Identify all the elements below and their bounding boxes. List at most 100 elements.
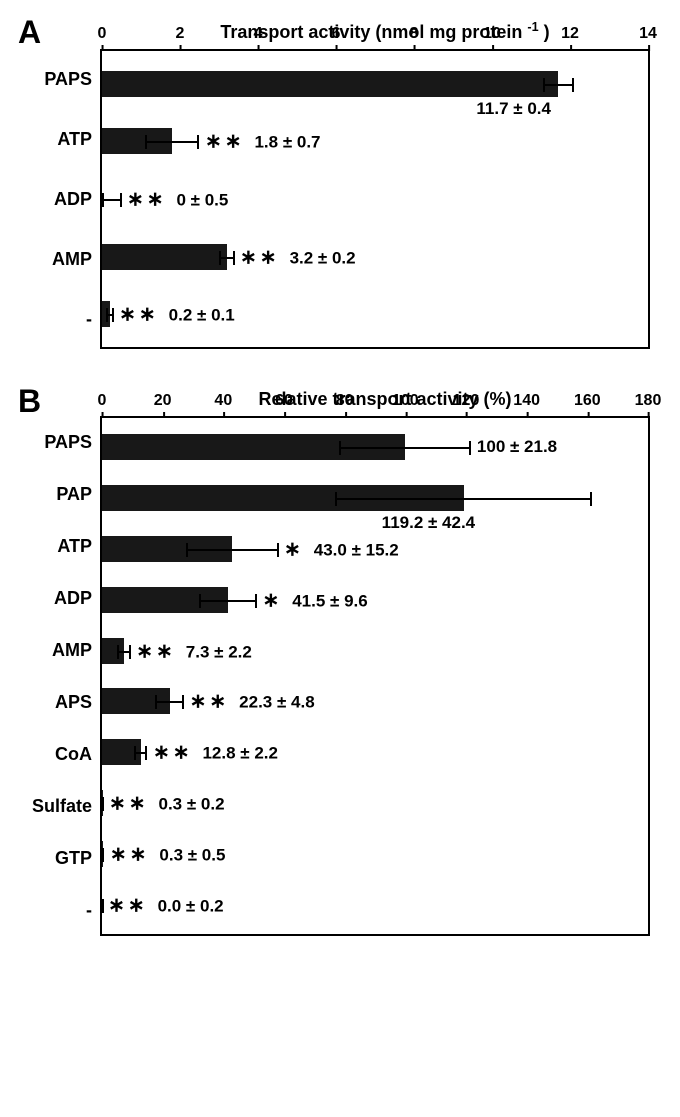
significance-marker: ∗∗ <box>108 892 148 917</box>
value-text: 41.5 ± 9.6 <box>292 591 368 611</box>
value-annotation: ∗ 41.5 ± 9.6 <box>262 587 367 612</box>
bar-row: ∗∗ 0.0 ± 0.2 <box>102 890 648 920</box>
category-label: APS <box>55 693 92 711</box>
bar-row: ∗∗ 3.2 ± 0.2 <box>102 242 648 272</box>
value-text: 0.3 ± 0.2 <box>158 794 224 814</box>
xtick: 0 <box>98 25 107 43</box>
bar-row: 11.7 ± 0.4 <box>102 69 648 99</box>
xtick: 60 <box>275 392 293 410</box>
value-text: 1.8 ± 0.7 <box>254 133 320 153</box>
significance-marker: ∗∗ <box>109 790 149 815</box>
category-label: PAPS <box>44 433 92 451</box>
xtick: 40 <box>214 392 232 410</box>
category-label: ATP <box>57 130 92 148</box>
category-label: ADP <box>54 190 92 208</box>
value-annotation: 100 ± 21.8 <box>477 437 557 457</box>
panel-b-xticks: 020406080100120140160180 <box>102 392 648 418</box>
significance-marker: ∗∗ <box>136 638 176 663</box>
value-annotation: ∗∗0 ± 0.5 <box>127 186 228 211</box>
value-annotation: ∗∗ 12.8 ± 2.2 <box>153 740 278 765</box>
xtick: 12 <box>561 25 579 43</box>
xtick: 20 <box>154 392 172 410</box>
bar <box>102 71 558 97</box>
value-text: 0.0 ± 0.2 <box>158 896 224 916</box>
value-text: 100 ± 21.8 <box>477 437 557 457</box>
error-bar <box>339 447 471 449</box>
category-label: - <box>86 901 92 919</box>
xtick: 8 <box>410 25 419 43</box>
value-text: 43.0 ± 15.2 <box>314 540 399 560</box>
significance-marker: ∗∗ <box>190 689 230 714</box>
xtick: 180 <box>635 392 662 410</box>
category-label: CoA <box>55 745 92 763</box>
value-text: 7.3 ± 2.2 <box>186 642 252 662</box>
xtick: 0 <box>98 392 107 410</box>
error-bar <box>155 701 184 703</box>
panel-a: A Transport activity (nmol mg protein -1… <box>10 20 670 349</box>
panel-b: B Relative transport activity (%) PAPSPA… <box>10 389 670 936</box>
value-text: 12.8 ± 2.2 <box>202 744 278 764</box>
bar-row: ∗∗ 1.8 ± 0.7 <box>102 126 648 156</box>
panel-a-bars: 11.7 ± 0.4 ∗∗ 1.8 ± 0.7 ∗∗0 ± 0.5 ∗∗ 3.2 ± 0.… <box>102 51 648 347</box>
bar-row: ∗∗ 22.3 ± 4.8 <box>102 686 648 716</box>
bar <box>102 244 227 270</box>
value-annotation: 11.7 ± 0.4 <box>476 99 551 119</box>
bar-row: ∗∗ 12.8 ± 2.2 <box>102 737 648 767</box>
panel-a-plot: 02468101214 11.7 ± 0.4∗∗1.8 ± 0.7∗∗0 ± 0… <box>100 49 650 349</box>
xtick: 80 <box>336 392 354 410</box>
panel-b-plotwrap: PAPSPAPATPADPAMPAPSCoASulfateGTP- 020406… <box>10 416 670 936</box>
value-annotation: 119.2 ± 42.4 <box>382 513 475 533</box>
panel-a-letter: A <box>18 14 41 51</box>
category-label: PAP <box>56 485 92 503</box>
panel-a-plotwrap: PAPSATPADPAMP- 02468101214 11.7 ± 0.4∗∗1… <box>10 49 670 349</box>
bar-row: ∗∗ 7.3 ± 2.2 <box>102 636 648 666</box>
bar-row: 119.2 ± 42.4 <box>102 483 648 513</box>
panel-a-ylabels: PAPSATPADPAMP- <box>10 49 100 349</box>
value-annotation: ∗∗ 3.2 ± 0.2 <box>240 244 356 269</box>
bar-row: ∗∗0 ± 0.5 <box>102 184 648 214</box>
bar-row: 100 ± 21.8 <box>102 432 648 462</box>
error-bar <box>102 199 122 201</box>
error-bar <box>199 600 257 602</box>
xtick: 120 <box>453 392 480 410</box>
value-text: 3.2 ± 0.2 <box>290 248 356 268</box>
xtick: 100 <box>392 392 419 410</box>
value-text: 22.3 ± 4.8 <box>239 693 315 713</box>
category-label: AMP <box>52 250 92 268</box>
significance-marker: ∗∗ <box>240 244 280 269</box>
error-bar <box>186 549 278 551</box>
value-text: 11.7 ± 0.4 <box>476 99 551 119</box>
category-label: GTP <box>55 849 92 867</box>
error-bar <box>219 257 235 259</box>
category-label: Sulfate <box>32 797 92 815</box>
xtick: 14 <box>639 25 657 43</box>
value-annotation: ∗∗ 1.8 ± 0.7 <box>205 129 321 154</box>
value-annotation: ∗ 43.0 ± 15.2 <box>284 536 399 561</box>
error-bar <box>117 651 130 653</box>
significance-marker: ∗ <box>284 536 304 561</box>
bar-row: ∗∗0.2 ± 0.1 <box>102 299 648 329</box>
xtick: 140 <box>513 392 540 410</box>
significance-marker: ∗∗ <box>153 740 193 765</box>
xtick: 2 <box>176 25 185 43</box>
category-label: - <box>86 310 92 328</box>
value-annotation: ∗∗0.3 ± 0.5 <box>110 841 226 866</box>
value-annotation: ∗∗ 0.3 ± 0.2 <box>109 790 225 815</box>
significance-marker: ∗∗ <box>205 129 245 154</box>
error-bar <box>102 803 103 805</box>
value-text: 119.2 ± 42.4 <box>382 513 475 533</box>
error-bar <box>134 752 147 754</box>
significance-marker: ∗ <box>262 587 282 612</box>
xtick: 160 <box>574 392 601 410</box>
error-bar <box>145 141 200 143</box>
bar-row: ∗∗ 0.3 ± 0.2 <box>102 788 648 818</box>
error-bar <box>335 498 592 500</box>
panel-b-plot: 020406080100120140160180 100 ± 21.8119.2… <box>100 416 650 936</box>
category-label: ADP <box>54 589 92 607</box>
panel-b-letter: B <box>18 383 41 420</box>
value-text: 0.2 ± 0.1 <box>169 306 235 326</box>
value-text: 0.3 ± 0.5 <box>159 845 225 865</box>
value-annotation: ∗∗ 7.3 ± 2.2 <box>136 638 252 663</box>
value-annotation: ∗∗ 22.3 ± 4.8 <box>190 689 315 714</box>
value-text: 0 ± 0.5 <box>176 190 228 210</box>
